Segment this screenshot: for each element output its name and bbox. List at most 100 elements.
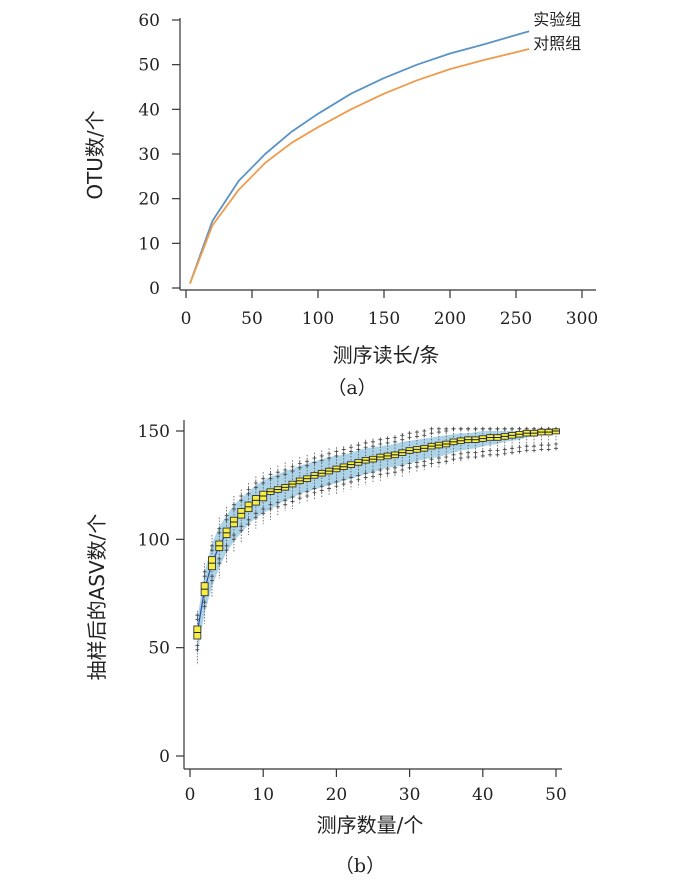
chart-b-outlier xyxy=(436,426,441,431)
chart-b-outlier xyxy=(297,491,302,496)
chart-b-outlier xyxy=(334,449,339,454)
chart-b-outlier xyxy=(429,457,434,462)
chart-b-outlier xyxy=(283,498,288,503)
chart-b-outlier xyxy=(392,470,397,475)
chart-b-outlier xyxy=(400,433,405,438)
chart-b-outlier xyxy=(466,455,471,459)
chart-a-line-control xyxy=(189,48,530,284)
chart-b-outlier xyxy=(305,489,310,494)
chart-a-x-tick-label: 300 xyxy=(566,309,598,329)
chart-a-y-tick-label: 50 xyxy=(138,56,160,76)
chart-b-outlier xyxy=(195,647,200,652)
chart-b-outlier xyxy=(524,448,529,453)
chart-a-line-experimental xyxy=(189,30,530,284)
chart-b-outlier xyxy=(517,426,522,431)
chart-a-y-axis-label: OTU数/个 xyxy=(83,110,107,199)
chart-b-outlier xyxy=(305,459,310,464)
chart-b-outlier xyxy=(253,481,258,485)
chart-b-outlier xyxy=(356,473,361,478)
chart-b-outlier xyxy=(209,578,214,583)
chart-b-outlier xyxy=(546,447,551,452)
chart-b-outlier xyxy=(275,474,280,479)
chart-a-x-tick-label: 50 xyxy=(241,309,263,329)
chart-b-outlier xyxy=(488,452,493,457)
chart-a-x-tick-label: 200 xyxy=(434,309,466,329)
chart-a-x-tick-label: 150 xyxy=(368,309,400,329)
chart-b-outlier xyxy=(385,466,390,471)
chart-b-outlier xyxy=(319,458,324,463)
chart-b-outlier xyxy=(195,617,200,622)
chart-b-outlier xyxy=(334,479,339,484)
chart-b-outlier xyxy=(495,452,500,457)
chart-b-outlier xyxy=(400,437,405,442)
chart-b-outlier xyxy=(407,461,412,466)
chart-b-outlier xyxy=(436,456,441,461)
chart-b-outlier xyxy=(209,548,214,553)
chart-a-x-axis-label: 测序读长/条 xyxy=(333,343,440,367)
chart-b-outlier xyxy=(363,445,368,450)
chart-b-outlier xyxy=(517,445,522,450)
chart-b-outlier xyxy=(253,485,258,490)
chart-b-outlier xyxy=(385,440,390,445)
chart-b-y-tick-label: 0 xyxy=(159,747,170,767)
chart-b-x-tick-label: 0 xyxy=(185,785,196,805)
chart-b-x-tick-label: 20 xyxy=(326,785,348,805)
chart-b-outlier xyxy=(297,461,302,466)
chart-a-y-tick-label: 20 xyxy=(138,190,160,210)
chart-b-outlier xyxy=(312,456,317,461)
chart-b-outlier xyxy=(429,431,434,436)
chart-b-outlier xyxy=(217,530,222,535)
chart-a-y-tick-label: 0 xyxy=(149,279,160,299)
chart-b-outlier xyxy=(407,431,412,436)
chart-b-outlier xyxy=(334,484,339,489)
chart-b-outlier xyxy=(444,426,449,431)
chart-b-caption: （b） xyxy=(335,855,385,877)
chart-b-outlier xyxy=(341,477,346,482)
chart-b-outlier xyxy=(290,464,295,469)
chart-b-outlier xyxy=(473,450,478,455)
chart-b-outlier xyxy=(488,426,493,431)
chart-b-outlier xyxy=(554,442,558,446)
chart-b-y-axis-label: 抽样后的ASV数/个 xyxy=(85,514,109,681)
chart-b-outlier xyxy=(480,426,485,431)
chart-b-outlier xyxy=(239,524,244,529)
chart-b-outlier xyxy=(400,468,405,472)
chart-b-outlier xyxy=(510,426,515,431)
chart-b-outlier xyxy=(371,439,375,444)
chart-b-outliers xyxy=(195,426,558,652)
chart-b-outlier xyxy=(283,472,288,477)
chart-b-outlier xyxy=(495,426,500,431)
chart-b-outlier xyxy=(422,433,427,438)
chart-b-outlier xyxy=(261,507,266,511)
chart-b-outlier xyxy=(451,452,456,457)
chart-b-outlier xyxy=(488,448,493,453)
chart-b-outlier xyxy=(312,460,317,465)
chart-b-outlier xyxy=(312,490,317,495)
chart-b-outlier xyxy=(268,507,273,511)
chart-b-outlier xyxy=(480,453,485,458)
chart-b-outlier xyxy=(231,533,236,537)
chart-b-y-tick-label: 100 xyxy=(138,530,170,550)
chart-b-outlier xyxy=(283,468,288,472)
chart-b-outlier xyxy=(554,446,558,451)
chart-b-outlier xyxy=(407,465,412,470)
chart-b-outlier xyxy=(524,444,529,449)
chart-b-outlier xyxy=(253,511,258,516)
chart-b-outlier xyxy=(231,502,236,507)
chart-b-y-tick-label: 50 xyxy=(148,639,170,659)
chart-b-outlier xyxy=(327,482,332,487)
chart-b-outlier xyxy=(378,472,383,477)
chart-b-outlier xyxy=(261,476,266,481)
chart-b-outlier xyxy=(327,451,332,456)
chart-b-outlier xyxy=(202,569,207,574)
chart-b-outlier xyxy=(275,504,280,509)
chart-b-outlier xyxy=(268,502,273,507)
chart-b-outlier xyxy=(517,449,522,454)
chart-b-outlier xyxy=(532,444,537,449)
chart-b-outlier xyxy=(451,457,456,462)
chart-b-outlier xyxy=(510,450,515,455)
chart-b-outlier xyxy=(319,484,324,489)
chart-b-outlier xyxy=(407,435,412,440)
